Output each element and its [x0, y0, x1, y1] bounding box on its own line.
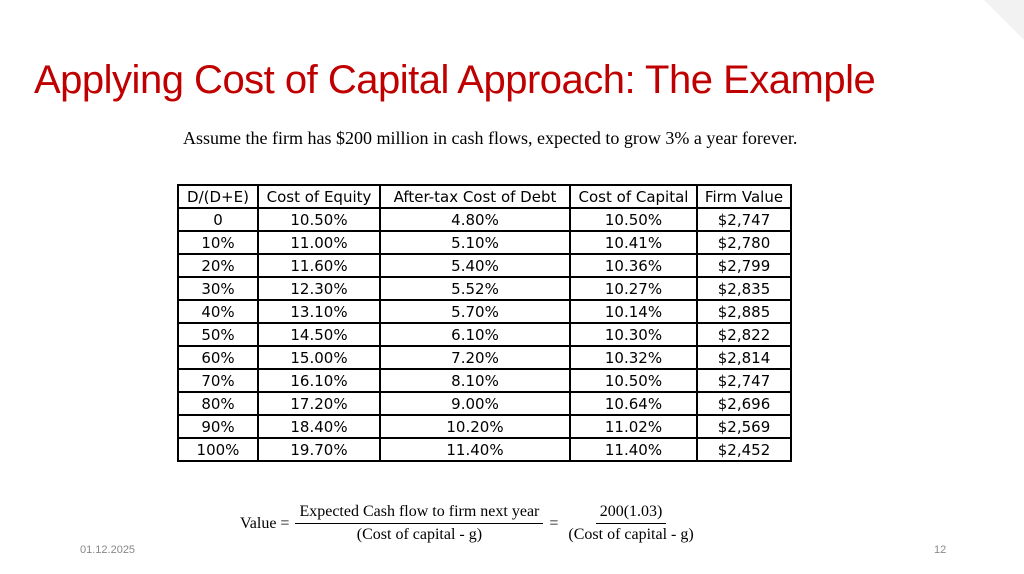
- table-row: 50% 14.50% 6.10% 10.30% $2,822: [177, 322, 792, 347]
- table-cell: $2,814: [696, 345, 792, 370]
- table-cell: 10.50%: [257, 207, 381, 232]
- table-header-row: D/(D+E) Cost of Equity After-tax Cost of…: [177, 184, 792, 209]
- table-cell: $2,835: [696, 276, 792, 301]
- table-cell: 0: [177, 207, 259, 232]
- slide-corner-decoration: [984, 0, 1024, 40]
- table-row: 40% 13.10% 5.70% 10.14% $2,885: [177, 299, 792, 324]
- column-header-debt-ratio: D/(D+E): [177, 184, 259, 209]
- table-cell: 13.10%: [257, 299, 381, 324]
- table-cell: $2,747: [696, 368, 792, 393]
- table-cell: 9.00%: [379, 391, 571, 416]
- table-cell: 100%: [177, 437, 259, 462]
- cost-of-capital-table: D/(D+E) Cost of Equity After-tax Cost of…: [177, 184, 792, 462]
- table-cell: 5.52%: [379, 276, 571, 301]
- table-cell: 5.70%: [379, 299, 571, 324]
- slide-subtitle: Assume the firm has $200 million in cash…: [183, 128, 798, 148]
- table-cell: 10.30%: [569, 322, 698, 347]
- table-cell: $2,452: [696, 437, 792, 462]
- table-cell: 10.32%: [569, 345, 698, 370]
- table-cell: 7.20%: [379, 345, 571, 370]
- table-cell: 6.10%: [379, 322, 571, 347]
- column-header-cost-of-capital: Cost of Capital: [569, 184, 698, 209]
- table-cell: 12.30%: [257, 276, 381, 301]
- table-cell: 10%: [177, 230, 259, 255]
- table-row: 20% 11.60% 5.40% 10.36% $2,799: [177, 253, 792, 278]
- table-cell: 11.40%: [379, 437, 571, 462]
- formula-equals: =: [549, 514, 559, 532]
- table-row: 70% 16.10% 8.10% 10.50% $2,747: [177, 368, 792, 393]
- table-cell: 11.00%: [257, 230, 381, 255]
- table-row: 60% 15.00% 7.20% 10.32% $2,814: [177, 345, 792, 370]
- table-cell: 10.27%: [569, 276, 698, 301]
- table-cell: 20%: [177, 253, 259, 278]
- table-cell: $2,822: [696, 322, 792, 347]
- table-cell: 70%: [177, 368, 259, 393]
- table-cell: $2,747: [696, 207, 792, 232]
- firm-value-formula: Value = Expected Cash flow to firm next …: [240, 503, 698, 544]
- table-cell: 10.64%: [569, 391, 698, 416]
- table-cell: $2,780: [696, 230, 792, 255]
- table-cell: 80%: [177, 391, 259, 416]
- table-row: 10% 11.00% 5.10% 10.41% $2,780: [177, 230, 792, 255]
- table-cell: 60%: [177, 345, 259, 370]
- table-cell: 10.20%: [379, 414, 571, 439]
- formula-denominator: (Cost of capital - g): [568, 526, 694, 543]
- table-cell: 10.50%: [569, 207, 698, 232]
- column-header-cost-of-debt: After-tax Cost of Debt: [379, 184, 571, 209]
- table-cell: 11.60%: [257, 253, 381, 278]
- column-header-firm-value: Firm Value: [696, 184, 792, 209]
- column-header-cost-of-equity: Cost of Equity: [257, 184, 381, 209]
- table-cell: 19.70%: [257, 437, 381, 462]
- table-cell: 50%: [177, 322, 259, 347]
- table-cell: 40%: [177, 299, 259, 324]
- table-cell: 10.50%: [569, 368, 698, 393]
- table-cell: 4.80%: [379, 207, 571, 232]
- table-cell: 17.20%: [257, 391, 381, 416]
- table-row: 90% 18.40% 10.20% 11.02% $2,569: [177, 414, 792, 439]
- table-cell: $2,799: [696, 253, 792, 278]
- formula-numerator: 200(1.03): [595, 503, 667, 524]
- table-cell: 8.10%: [379, 368, 571, 393]
- table-row: 0 10.50% 4.80% 10.50% $2,747: [177, 207, 792, 232]
- table-cell: $2,885: [696, 299, 792, 324]
- table-cell: 10.41%: [569, 230, 698, 255]
- table-cell: 15.00%: [257, 345, 381, 370]
- table-cell: 11.02%: [569, 414, 698, 439]
- slide-title: Applying Cost of Capital Approach: The E…: [34, 58, 876, 102]
- formula-fraction-numeric: 200(1.03) (Cost of capital - g): [564, 503, 697, 544]
- table-row: 100% 19.70% 11.40% 11.40% $2,452: [177, 437, 792, 462]
- table-row: 80% 17.20% 9.00% 10.64% $2,696: [177, 391, 792, 416]
- footer-date: 01.12.2025: [80, 544, 136, 556]
- table-cell: 10.14%: [569, 299, 698, 324]
- table-cell: $2,696: [696, 391, 792, 416]
- table-cell: 18.40%: [257, 414, 381, 439]
- table-cell: 5.10%: [379, 230, 571, 255]
- formula-lhs: Value =: [240, 514, 290, 532]
- table-row: 30% 12.30% 5.52% 10.27% $2,835: [177, 276, 792, 301]
- table-cell: 5.40%: [379, 253, 571, 278]
- formula-fraction-general: Expected Cash flow to firm next year (Co…: [295, 503, 544, 544]
- page-number: 12: [934, 544, 947, 556]
- formula-numerator: Expected Cash flow to firm next year: [295, 503, 544, 524]
- table-cell: 11.40%: [569, 437, 698, 462]
- table-cell: 10.36%: [569, 253, 698, 278]
- table-cell: $2,569: [696, 414, 792, 439]
- table-cell: 30%: [177, 276, 259, 301]
- table-cell: 16.10%: [257, 368, 381, 393]
- table-cell: 90%: [177, 414, 259, 439]
- table-cell: 14.50%: [257, 322, 381, 347]
- formula-denominator: (Cost of capital - g): [356, 526, 483, 543]
